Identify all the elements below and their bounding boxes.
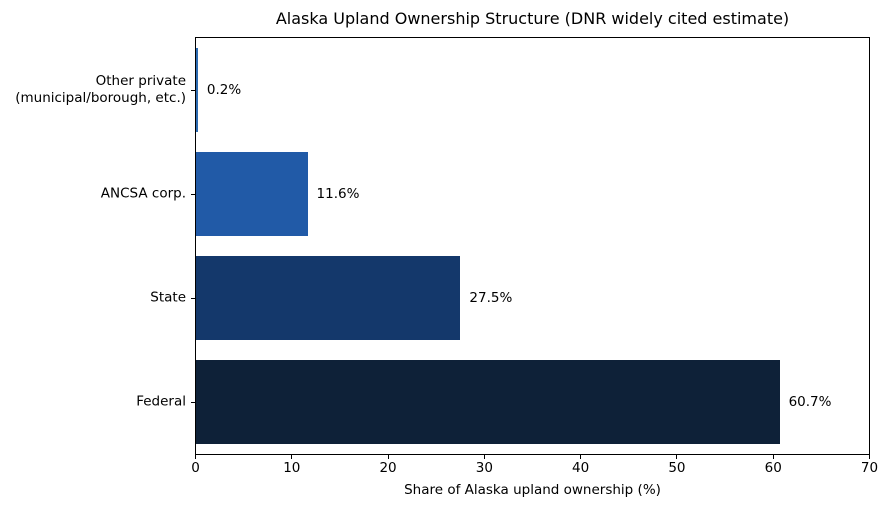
x-axis-tick-label: 10 [283,460,301,476]
x-axis-tick [291,455,293,459]
x-axis-tick-label: 0 [191,460,200,476]
x-axis-tick-label: 70 [860,460,879,476]
x-axis-tick [772,455,774,459]
bar [196,360,780,444]
bar-value-label: 0.2% [206,82,242,98]
x-axis-label: Share of Alaska upland ownership (%) [404,482,661,498]
x-axis-tick-label: 30 [475,460,493,476]
y-axis-tick [191,401,195,403]
plot-area: 0.2% 11.6% 27.5% 60.7% [195,37,870,455]
bar [196,152,308,236]
category-label: ANCSA corp. [100,185,186,202]
bar-value-label: 27.5% [469,290,513,306]
x-axis-tick [869,455,870,459]
y-axis-tick [191,297,195,299]
bar [196,48,198,132]
bar-value-label: 11.6% [316,186,360,202]
x-axis-tick [195,455,196,459]
x-axis-tick-label: 50 [668,460,686,476]
x-axis-tick-label: 40 [572,460,590,476]
category-label: Federal [136,393,186,410]
x-axis-tick [580,455,582,459]
bar-value-label: 60.7% [788,394,832,410]
y-axis-tick [191,89,195,91]
x-axis-tick [676,455,678,459]
y-axis-tick [191,193,195,195]
x-axis-tick-label: 20 [379,460,397,476]
bar [196,256,461,340]
category-label: State [150,289,186,306]
x-axis-tick [483,455,485,459]
x-axis-tick-label: 60 [764,460,782,476]
chart-title: Alaska Upland Ownership Structure (DNR w… [275,9,790,28]
category-label: Other private (municipal/borough, etc.) [15,73,186,106]
x-axis-tick [387,455,389,459]
